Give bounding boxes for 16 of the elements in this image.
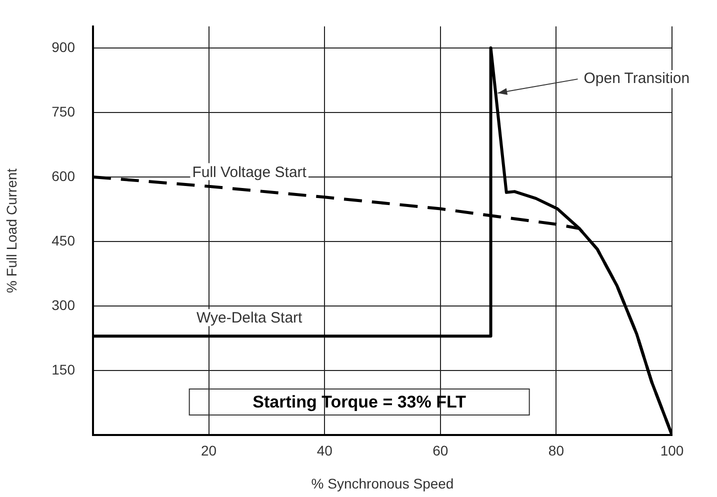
x-tick-label: 80 xyxy=(548,442,564,458)
x-axis-title: % Synchronous Speed xyxy=(311,475,454,492)
y-tick-label: 450 xyxy=(52,232,76,248)
series-label: Full Voltage Start xyxy=(192,164,308,181)
x-tick-label: 100 xyxy=(660,442,684,458)
y-tick-label: 600 xyxy=(52,168,76,184)
y-tick-label: 900 xyxy=(52,38,76,55)
y-tick-label: 150 xyxy=(52,361,76,378)
series-label: Wye-Delta Start xyxy=(196,310,304,327)
y-tick-label: 300 xyxy=(52,296,76,313)
x-tick-label: 60 xyxy=(432,442,448,458)
x-tick-label: 40 xyxy=(316,442,333,458)
y-tick-label: 750 xyxy=(52,103,76,120)
y-axis-title: % Full Load Current xyxy=(3,168,20,293)
x-tick-label: 20 xyxy=(201,442,217,458)
annotation: Open Transition xyxy=(584,70,690,88)
